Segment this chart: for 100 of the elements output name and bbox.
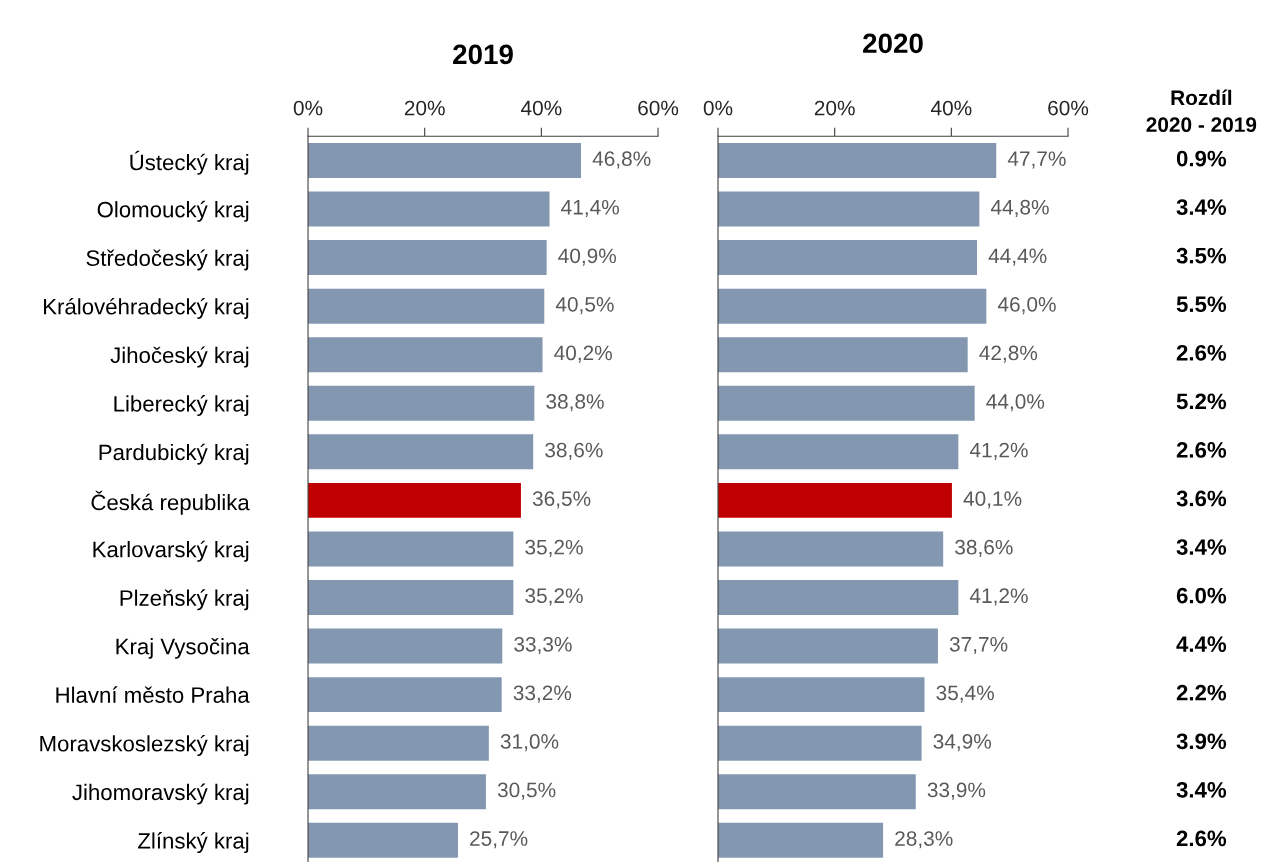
y-tick-label: Česká republika — [91, 490, 250, 515]
y-tick-label: Hlavní město Praha — [56, 686, 250, 703]
data-label: 41,4% — [561, 199, 619, 218]
data-label: 31,0% — [500, 734, 559, 752]
bar — [308, 774, 486, 810]
data-label: 44,4% — [988, 248, 1047, 266]
y-tick-label: Zlínský kraj — [138, 832, 249, 854]
y-tick-label: Olomoucký kraj — [97, 200, 249, 222]
bar — [308, 434, 534, 470]
bar — [718, 142, 997, 178]
data-label: 40,1% — [963, 491, 1022, 509]
bar — [718, 677, 925, 713]
y-tick-label: Královéhradecký kraj — [44, 297, 249, 319]
data-label: 33,3% — [514, 636, 572, 655]
y-tick-label: Liberecký kraj — [114, 395, 249, 417]
x-tick-label: 40% — [930, 100, 972, 116]
y-tick-label: Jihomoravský kraj — [72, 783, 249, 805]
y-tick-label: Pardubický kraj — [99, 443, 249, 465]
bar — [718, 434, 959, 470]
data-label: 41,2% — [969, 442, 1028, 460]
text: Rozdíl 2020 - 2019 — [1146, 89, 1257, 133]
text: 3.4% — [1176, 539, 1227, 555]
text: 3.9% — [1176, 733, 1227, 750]
data-label: 40,2% — [554, 345, 612, 363]
text: 4.4% — [1176, 636, 1227, 652]
data-label: 35,2% — [525, 588, 583, 606]
bar — [308, 482, 521, 518]
data-label: 33,9% — [927, 782, 986, 800]
bar — [308, 580, 514, 615]
bar — [718, 822, 884, 858]
bar — [308, 385, 535, 421]
x-tick-label: 0% — [293, 100, 323, 116]
text: 2.6% — [1176, 344, 1227, 361]
bar — [308, 191, 550, 227]
bar — [308, 822, 458, 858]
x-tick-label: 20% — [404, 100, 445, 116]
bar — [308, 677, 502, 713]
text: 6.0% — [1176, 587, 1227, 604]
bar — [718, 628, 938, 664]
y-tick-label: Plzeňský kraj — [120, 589, 249, 611]
text: 5.2% — [1176, 393, 1227, 410]
text: 2.6% — [1176, 830, 1227, 847]
data-label: 33,2% — [513, 685, 572, 703]
bar — [308, 337, 543, 373]
data-label: 30,5% — [497, 782, 556, 800]
chart-title: 2019 — [453, 44, 513, 65]
data-label: 35,4% — [936, 685, 994, 703]
bar — [718, 337, 968, 373]
bar — [718, 288, 987, 324]
y-tick-label: Ústecký kraj — [130, 150, 249, 175]
data-label: 47,7% — [1007, 151, 1066, 169]
bar — [308, 142, 582, 178]
x-tick-label: 0% — [703, 100, 733, 116]
x-tick-label: 40% — [520, 100, 562, 116]
data-label: 25,7% — [470, 831, 528, 849]
text: 0.9% — [1176, 150, 1227, 167]
data-label: 28,3% — [895, 831, 953, 849]
bar — [308, 628, 503, 664]
data-label: 46,0% — [997, 296, 1056, 315]
data-label: 40,5% — [555, 296, 614, 315]
x-tick-label: 60% — [1048, 100, 1089, 116]
bar — [718, 580, 959, 615]
bar — [718, 531, 944, 567]
y-tick-label: Středočeský kraj — [86, 249, 249, 271]
data-label: 34,9% — [933, 734, 992, 752]
bar — [308, 240, 547, 276]
bar — [308, 531, 514, 567]
text: 2.2% — [1176, 684, 1227, 701]
chart-title: 2020 — [863, 33, 923, 54]
bar — [718, 774, 916, 810]
data-label: 44,8% — [990, 199, 1049, 218]
y-tick-label: Kraj Vysočina — [116, 637, 250, 659]
data-label: 38,6% — [955, 539, 1013, 557]
y-tick-label: Jihočeský kraj — [110, 346, 249, 368]
y-tick-label: Moravskoslezský kraj — [40, 735, 249, 756]
bar — [308, 725, 489, 761]
data-label: 41,2% — [969, 588, 1028, 606]
data-label: 40,9% — [558, 248, 617, 266]
bar — [718, 191, 980, 227]
x-tick-label: 60% — [638, 100, 679, 116]
data-label: 35,2% — [525, 539, 583, 557]
y-tick-label: Karlovarský kraj — [93, 540, 249, 562]
x-tick-label: 20% — [814, 100, 855, 116]
text: 3.6% — [1176, 490, 1227, 507]
bar — [718, 240, 978, 276]
bar — [718, 725, 922, 761]
data-label: 36,5% — [532, 491, 591, 509]
text: 2.6% — [1176, 442, 1227, 458]
text: 5.5% — [1176, 296, 1227, 313]
text: 3.5% — [1176, 247, 1227, 264]
data-label: 38,6% — [545, 442, 603, 460]
text: 3.4% — [1176, 199, 1227, 216]
text: 3.4% — [1176, 781, 1227, 798]
data-label: 38,8% — [546, 394, 604, 412]
bar — [308, 288, 545, 324]
data-label: 37,7% — [949, 636, 1008, 655]
data-label: 46,8% — [592, 151, 651, 169]
bar — [718, 385, 975, 421]
data-label: 42,8% — [979, 345, 1038, 363]
bar — [718, 482, 952, 518]
